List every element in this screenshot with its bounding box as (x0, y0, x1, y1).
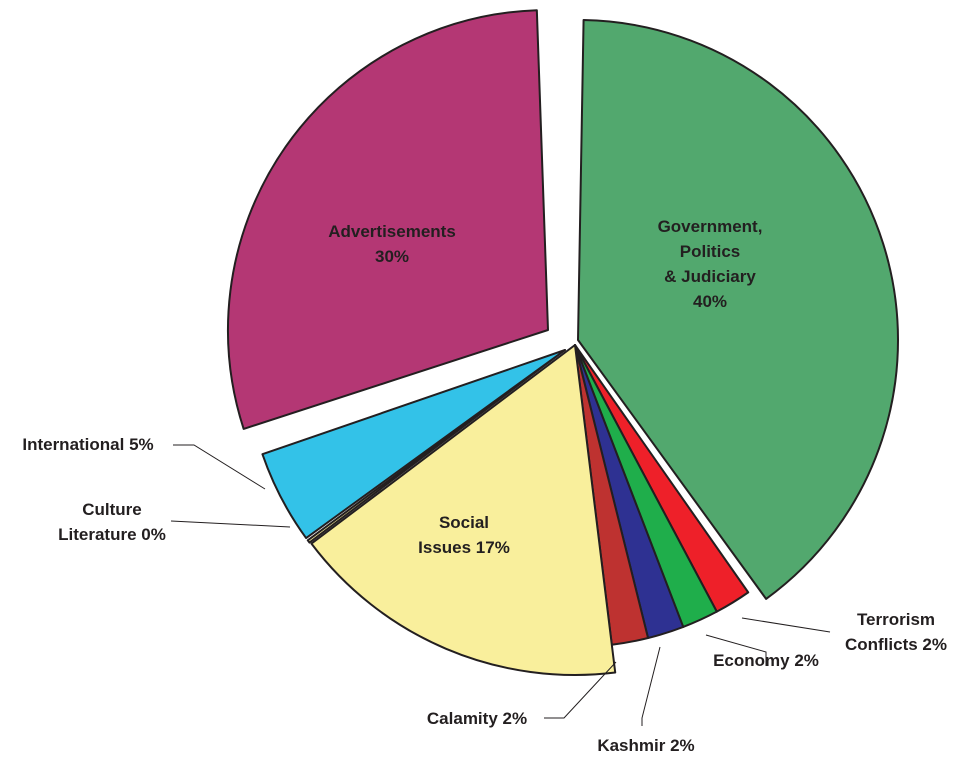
slice-government-politics-judiciary (577, 19, 899, 600)
slice-advertisements (227, 9, 549, 430)
label-line: Social (439, 513, 489, 532)
label-line: Kashmir 2% (597, 736, 694, 755)
leader-international (173, 444, 266, 490)
slice-labels: Government, Politics & Judiciary 40% Terrori… (22, 217, 947, 755)
label-government-politics-judiciary: Government, Politics & Judiciary 40% (658, 217, 763, 311)
leader-calamity (544, 661, 617, 719)
label-line: Calamity 2% (427, 709, 527, 728)
label-culture-literature: Culture Literature 0% (58, 500, 166, 544)
label-calamity: Calamity 2% (427, 709, 527, 728)
label-economy: Economy 2% (713, 651, 819, 670)
label-line: 30% (375, 247, 409, 266)
label-line: Advertisements (328, 222, 456, 241)
leader-terrorism-conflicts (741, 617, 831, 633)
slice-culture-literature (306, 349, 566, 544)
pie-slices (227, 9, 899, 676)
slice-social-issues (310, 344, 617, 676)
label-line: Terrorism (857, 610, 935, 629)
label-kashmir: Kashmir 2% (597, 736, 694, 755)
label-line: Literature 0% (58, 525, 166, 544)
label-line: Conflicts 2% (845, 635, 947, 654)
leader-kashmir (641, 646, 661, 726)
leader-economy (705, 634, 767, 666)
label-social-issues: Social Issues 17% (418, 513, 510, 557)
label-line: Government, (658, 217, 763, 236)
leader-culture-literature (170, 520, 291, 528)
leader-lines (170, 444, 831, 726)
label-advertisements: Advertisements 30% (328, 222, 456, 266)
label-line: 40% (693, 292, 727, 311)
label-line: International 5% (22, 435, 153, 454)
label-terrorism-conflicts: Terrorism Conflicts 2% (845, 610, 947, 654)
label-line: Issues 17% (418, 538, 510, 557)
label-line: & Judiciary (664, 267, 756, 286)
label-line: Culture (82, 500, 142, 519)
label-international: International 5% (22, 435, 153, 454)
label-line: Politics (680, 242, 740, 261)
slice-international (261, 349, 566, 540)
label-line: Economy 2% (713, 651, 819, 670)
